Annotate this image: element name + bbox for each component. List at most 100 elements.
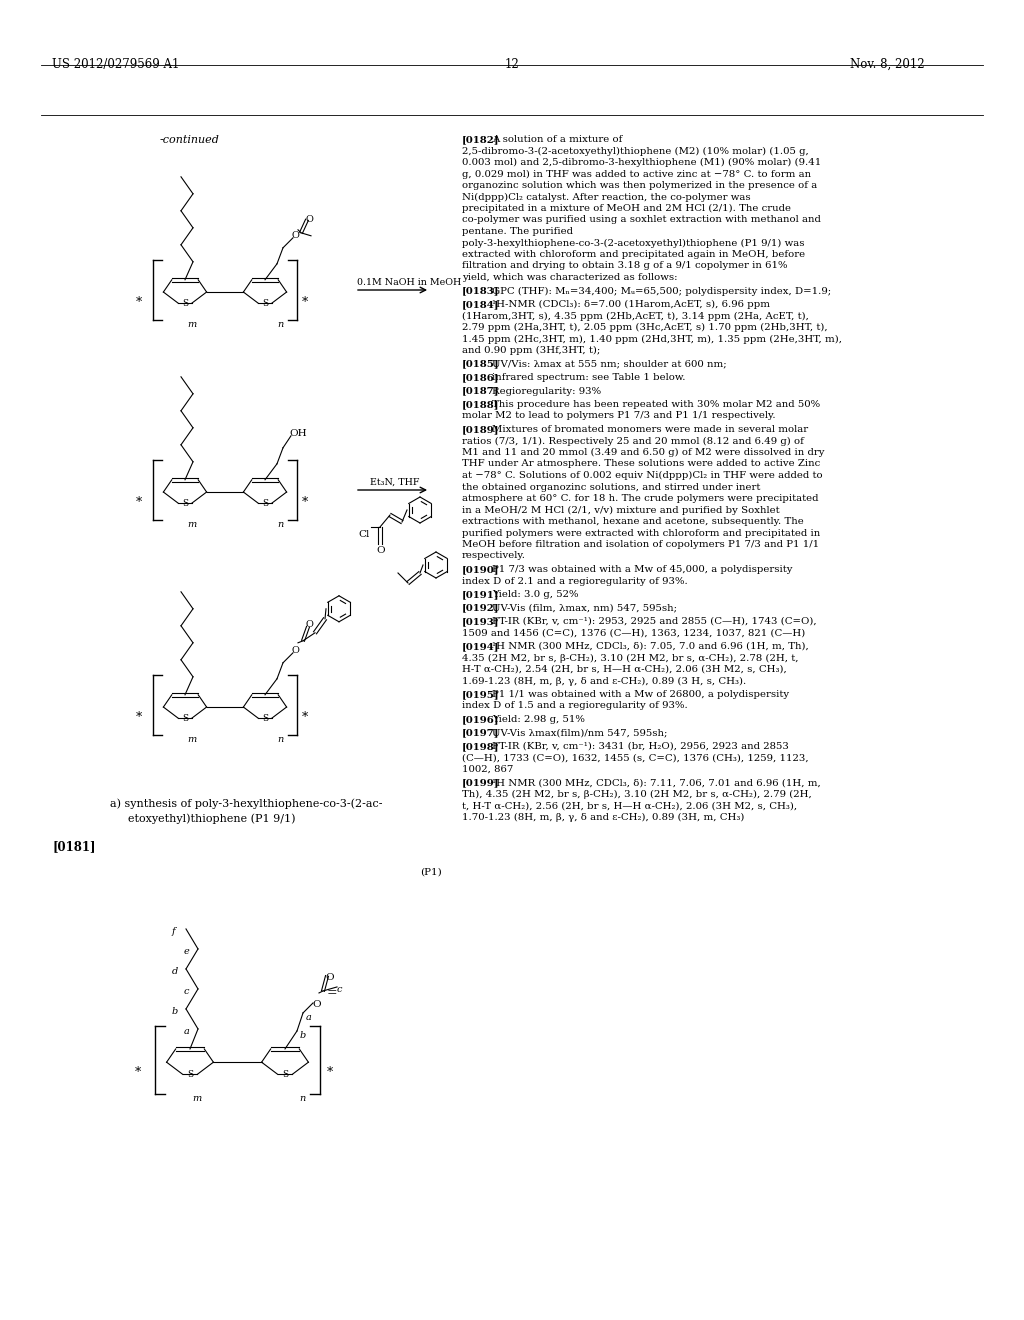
Text: GPC (THF): Mₙ=34,400; Mᵤ=65,500; polydispersity index, D=1.9;: GPC (THF): Mₙ=34,400; Mᵤ=65,500; polydis… <box>492 286 831 296</box>
Text: c: c <box>337 985 342 994</box>
Text: [0185]: [0185] <box>462 359 500 368</box>
Text: Mixtures of bromated monomers were made in several molar: Mixtures of bromated monomers were made … <box>492 425 808 434</box>
Text: molar M2 to lead to polymers P1 7/3 and P1 1/1 respectively.: molar M2 to lead to polymers P1 7/3 and … <box>462 412 775 421</box>
Text: a: a <box>184 1027 189 1036</box>
Text: O: O <box>325 973 334 982</box>
Text: the obtained organozinc solutions, and stirred under inert: the obtained organozinc solutions, and s… <box>462 483 761 491</box>
Text: [0184]: [0184] <box>462 300 500 309</box>
Text: yield, which was characterized as follows:: yield, which was characterized as follow… <box>462 273 678 282</box>
Text: US 2012/0279569 A1: US 2012/0279569 A1 <box>52 58 179 71</box>
Text: [0188]: [0188] <box>462 400 500 409</box>
Text: S: S <box>182 714 188 723</box>
Text: Ni(dppp)Cl₂ catalyst. After reaction, the co-polymer was: Ni(dppp)Cl₂ catalyst. After reaction, th… <box>462 193 751 202</box>
Text: 12: 12 <box>505 58 519 71</box>
Text: n: n <box>299 1094 305 1104</box>
Text: *: * <box>327 1067 333 1078</box>
Text: extracted with chloroform and precipitated again in MeOH, before: extracted with chloroform and precipitat… <box>462 249 805 259</box>
Text: 1509 and 1456 (C=C), 1376 (C—H), 1363, 1234, 1037, 821 (C—H): 1509 and 1456 (C=C), 1376 (C—H), 1363, 1… <box>462 628 805 638</box>
Text: Et₃N, THF: Et₃N, THF <box>370 478 420 487</box>
Text: e: e <box>184 946 189 956</box>
Text: co-polymer was purified using a soxhlet extraction with methanol and: co-polymer was purified using a soxhlet … <box>462 215 821 224</box>
Text: MeOH before filtration and isolation of copolymers P1 7/3 and P1 1/1: MeOH before filtration and isolation of … <box>462 540 819 549</box>
Text: n: n <box>278 319 284 329</box>
Text: *: * <box>135 296 141 309</box>
Text: a: a <box>306 1012 312 1022</box>
Text: THF under Ar atmosphere. These solutions were added to active Zinc: THF under Ar atmosphere. These solutions… <box>462 459 820 469</box>
Text: *: * <box>302 296 308 309</box>
Text: m: m <box>187 520 197 529</box>
Text: Nov. 8, 2012: Nov. 8, 2012 <box>850 58 925 71</box>
Text: (1Harom,3HT, s), 4.35 ppm (2Hb,AcET, t), 3.14 ppm (2Ha, AcET, t),: (1Harom,3HT, s), 4.35 ppm (2Hb,AcET, t),… <box>462 312 809 321</box>
Text: ¹H NMR (300 MHz, CDCl₃, δ): 7.05, 7.0 and 6.96 (1H, m, Th),: ¹H NMR (300 MHz, CDCl₃, δ): 7.05, 7.0 an… <box>492 642 809 651</box>
Text: [0197]: [0197] <box>462 729 500 738</box>
Text: m: m <box>187 319 197 329</box>
Text: *: * <box>302 711 308 723</box>
Text: FT-IR (KBr, v, cm⁻¹): 2953, 2925 and 2855 (C—H), 1743 (C=O),: FT-IR (KBr, v, cm⁻¹): 2953, 2925 and 285… <box>492 616 816 626</box>
Text: [0187]: [0187] <box>462 387 500 396</box>
Text: (C—H), 1733 (C=O), 1632, 1455 (s, C=C), 1376 (CH₃), 1259, 1123,: (C—H), 1733 (C=O), 1632, 1455 (s, C=C), … <box>462 754 809 763</box>
Text: P1 1/1 was obtained with a Mw of 26800, a polydispersity: P1 1/1 was obtained with a Mw of 26800, … <box>492 690 790 700</box>
Text: precipitated in a mixture of MeOH and 2M HCl (2/1). The crude: precipitated in a mixture of MeOH and 2M… <box>462 205 791 213</box>
Text: atmosphere at 60° C. for 18 h. The crude polymers were precipitated: atmosphere at 60° C. for 18 h. The crude… <box>462 494 818 503</box>
Text: at −78° C. Solutions of 0.002 equiv Ni(dppp)Cl₂ in THF were added to: at −78° C. Solutions of 0.002 equiv Ni(d… <box>462 471 822 480</box>
Text: b: b <box>300 1031 306 1040</box>
Text: [0193]: [0193] <box>462 616 500 626</box>
Text: (P1): (P1) <box>420 869 441 876</box>
Text: S: S <box>182 298 188 308</box>
Text: index D of 2.1 and a regioregularity of 93%.: index D of 2.1 and a regioregularity of … <box>462 577 688 586</box>
Text: 2.79 ppm (2Ha,3HT, t), 2.05 ppm (3Hc,AcET, s) 1.70 ppm (2Hb,3HT, t),: 2.79 ppm (2Ha,3HT, t), 2.05 ppm (3Hc,AcE… <box>462 323 827 333</box>
Text: FT-IR (KBr, v, cm⁻¹): 3431 (br, H₂O), 2956, 2923 and 2853: FT-IR (KBr, v, cm⁻¹): 3431 (br, H₂O), 29… <box>492 742 788 751</box>
Text: UV/Vis: λmax at 555 nm; shoulder at 600 nm;: UV/Vis: λmax at 555 nm; shoulder at 600 … <box>492 359 727 368</box>
Text: in a MeOH/2 M HCl (2/1, v/v) mixture and purified by Soxhlet: in a MeOH/2 M HCl (2/1, v/v) mixture and… <box>462 506 779 515</box>
Text: 0.1M NaOH in MeOH: 0.1M NaOH in MeOH <box>357 279 461 286</box>
Text: 0.003 mol) and 2,5-dibromo-3-hexylthiophene (M1) (90% molar) (9.41: 0.003 mol) and 2,5-dibromo-3-hexylthioph… <box>462 158 821 168</box>
Text: *: * <box>302 496 308 510</box>
Text: m: m <box>193 1094 202 1104</box>
Text: infrared spectrum: see Table 1 below.: infrared spectrum: see Table 1 below. <box>492 374 685 381</box>
Text: etoxyethyl)thiophene (P1 9/1): etoxyethyl)thiophene (P1 9/1) <box>128 813 296 824</box>
Text: n: n <box>278 520 284 529</box>
Text: S: S <box>262 499 268 508</box>
Text: -continued: -continued <box>160 135 220 145</box>
Text: Yield: 3.0 g, 52%: Yield: 3.0 g, 52% <box>492 590 579 599</box>
Text: A solution of a mixture of: A solution of a mixture of <box>492 135 623 144</box>
Text: O: O <box>291 231 299 240</box>
Text: purified polymers were extracted with chloroform and precipitated in: purified polymers were extracted with ch… <box>462 528 820 537</box>
Text: P1 7/3 was obtained with a Mw of 45,000, a polydispersity: P1 7/3 was obtained with a Mw of 45,000,… <box>492 565 793 574</box>
Text: ¹H NMR (300 MHz, CDCl₃, δ): 7.11, 7.06, 7.01 and 6.96 (1H, m,: ¹H NMR (300 MHz, CDCl₃, δ): 7.11, 7.06, … <box>492 779 821 788</box>
Text: a) synthesis of poly-3-hexylthiophene-co-3-(2-ac-: a) synthesis of poly-3-hexylthiophene-co… <box>110 799 383 809</box>
Text: M1 and 11 and 20 mmol (3.49 and 6.50 g) of M2 were dissolved in dry: M1 and 11 and 20 mmol (3.49 and 6.50 g) … <box>462 447 824 457</box>
Text: *: * <box>135 711 141 723</box>
Text: UV-Vis λmax(film)/nm 547, 595sh;: UV-Vis λmax(film)/nm 547, 595sh; <box>492 729 668 738</box>
Text: pentane. The purified: pentane. The purified <box>462 227 573 236</box>
Text: f: f <box>172 927 176 936</box>
Text: poly-3-hexylthiophene-co-3-(2-acetoxyethyl)thiophene (P1 9/1) was: poly-3-hexylthiophene-co-3-(2-acetoxyeth… <box>462 239 805 248</box>
Text: Cl: Cl <box>358 531 370 539</box>
Text: ratios (7/3, 1/1). Respectively 25 and 20 mmol (8.12 and 6.49 g) of: ratios (7/3, 1/1). Respectively 25 and 2… <box>462 437 804 446</box>
Text: b: b <box>172 1007 178 1016</box>
Text: S: S <box>182 499 188 508</box>
Text: O: O <box>376 546 385 554</box>
Text: =: = <box>327 986 338 999</box>
Text: [0182]: [0182] <box>462 135 500 144</box>
Text: [0189]: [0189] <box>462 425 500 434</box>
Text: [0194]: [0194] <box>462 642 500 651</box>
Text: O: O <box>305 215 313 224</box>
Text: [0190]: [0190] <box>462 565 500 574</box>
Text: S: S <box>262 298 268 308</box>
Text: *: * <box>135 496 141 510</box>
Text: [0199]: [0199] <box>462 779 500 788</box>
Text: O: O <box>312 1001 321 1010</box>
Text: t, H-T α-CH₂), 2.56 (2H, br s, H—H α-CH₂), 2.06 (3H M2, s, CH₃),: t, H-T α-CH₂), 2.56 (2H, br s, H—H α-CH₂… <box>462 801 797 810</box>
Text: 4.35 (2H M2, br s, β-CH₂), 3.10 (2H M2, br s, α-CH₂), 2.78 (2H, t,: 4.35 (2H M2, br s, β-CH₂), 3.10 (2H M2, … <box>462 653 799 663</box>
Text: [0192]: [0192] <box>462 603 500 612</box>
Text: index D of 1.5 and a regioregularity of 93%.: index D of 1.5 and a regioregularity of … <box>462 701 688 710</box>
Text: Yield: 2.98 g, 51%: Yield: 2.98 g, 51% <box>492 715 585 723</box>
Text: [0198]: [0198] <box>462 742 500 751</box>
Text: extractions with methanol, hexane and acetone, subsequently. The: extractions with methanol, hexane and ac… <box>462 517 804 525</box>
Text: Th), 4.35 (2H M2, br s, β-CH₂), 3.10 (2H M2, br s, α-CH₂), 2.79 (2H,: Th), 4.35 (2H M2, br s, β-CH₂), 3.10 (2H… <box>462 789 812 799</box>
Text: [0181]: [0181] <box>52 840 95 853</box>
Text: m: m <box>187 735 197 744</box>
Text: *: * <box>134 1067 141 1078</box>
Text: 1.69-1.23 (8H, m, β, γ, δ and ε-CH₂), 0.89 (3 H, s, CH₃).: 1.69-1.23 (8H, m, β, γ, δ and ε-CH₂), 0.… <box>462 676 746 685</box>
